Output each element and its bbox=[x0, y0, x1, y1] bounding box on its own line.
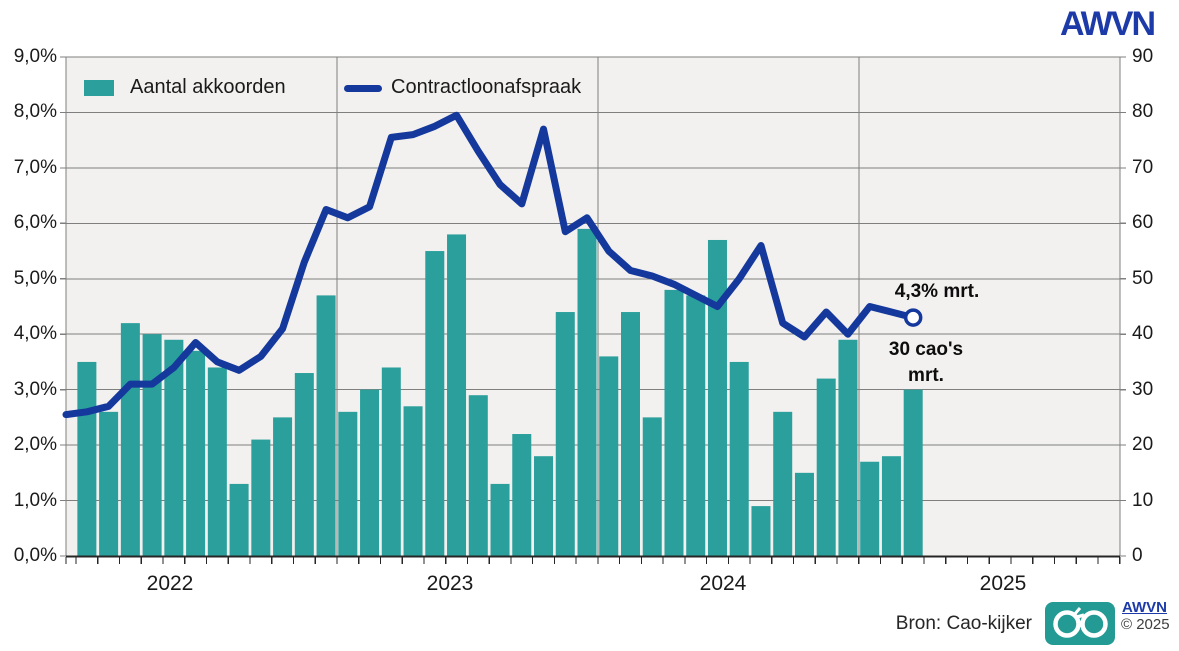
legend-swatch-line bbox=[344, 85, 382, 92]
right-axis-tick-label: 60 bbox=[1132, 212, 1154, 234]
bar-jan-24 bbox=[599, 356, 619, 556]
bar-jan-23 bbox=[338, 411, 358, 556]
bar-dec-23 bbox=[577, 228, 597, 556]
right-axis-tick-label: 90 bbox=[1132, 46, 1154, 67]
legend-label-aantal-akkoorden: Aantal akkoorden bbox=[130, 76, 286, 98]
bar-okt-23 bbox=[534, 456, 554, 556]
bar-dec-24 bbox=[838, 339, 858, 556]
footer-copyright: © 2025 bbox=[1121, 616, 1170, 633]
bar-mrt-25 bbox=[903, 389, 923, 556]
left-axis-tick-label: 9,0% bbox=[13, 46, 57, 67]
bar-jun-23 bbox=[447, 234, 467, 556]
bar-okt-22 bbox=[273, 417, 293, 556]
left-axis-tick-label: 1,0% bbox=[13, 489, 57, 511]
annotation-bar-end-line1: 30 cao's bbox=[888, 339, 964, 360]
bar-mei-23 bbox=[425, 251, 445, 557]
left-axis-tick-label: 2,0% bbox=[13, 434, 57, 456]
bar-feb-25 bbox=[881, 456, 901, 556]
bar-apr-23 bbox=[403, 406, 423, 556]
left-axis-tick-label: 6,0% bbox=[13, 212, 57, 234]
right-axis-tick-label: 20 bbox=[1132, 434, 1154, 456]
right-axis-tick-label: 10 bbox=[1132, 489, 1154, 511]
right-axis-tick-label: 70 bbox=[1132, 156, 1154, 178]
bar-nov-24 bbox=[816, 378, 836, 556]
right-axis-tick-label: 30 bbox=[1132, 378, 1154, 400]
right-axis-tick-label: 80 bbox=[1132, 101, 1154, 123]
annotation-bar-end-line2: mrt. bbox=[908, 365, 944, 386]
legend-label-contractloonafspraak: Contractloonafspraak bbox=[391, 76, 582, 98]
bar-nov-23 bbox=[555, 312, 575, 556]
left-axis-tick-label: 4,0% bbox=[13, 323, 57, 345]
annotation-line-end: 4,3% mrt. bbox=[894, 281, 980, 302]
bar-aug-23 bbox=[490, 483, 510, 556]
annotation-bar-end: 30 cao's mrt. bbox=[861, 337, 991, 389]
right-axis-tick-label: 50 bbox=[1132, 267, 1154, 289]
year-label-2025: 2025 bbox=[979, 572, 1027, 595]
bar-mrt-22 bbox=[120, 323, 140, 556]
bar-jul-23 bbox=[468, 395, 488, 556]
bar-sep-23 bbox=[512, 434, 532, 556]
left-axis-tick-label: 0,0% bbox=[13, 545, 57, 566]
bar-jul-22 bbox=[207, 367, 227, 556]
bar-sep-24 bbox=[773, 411, 793, 556]
bar-jun-22 bbox=[186, 350, 206, 556]
year-label-2023: 2023 bbox=[426, 572, 474, 595]
left-axis-tick-label: 7,0% bbox=[13, 156, 57, 178]
right-axis-tick-label: 40 bbox=[1132, 323, 1154, 345]
glasses-icon bbox=[1045, 602, 1115, 645]
source-label: Bron: Cao-kijker bbox=[895, 613, 1032, 634]
bar-jan-25 bbox=[860, 461, 880, 556]
bar-nov-22 bbox=[294, 373, 314, 556]
bar-feb-22 bbox=[99, 411, 119, 556]
bar-jun-24 bbox=[707, 239, 727, 556]
year-label-2024: 2024 bbox=[699, 572, 747, 595]
bar-apr-24 bbox=[664, 289, 684, 556]
bar-sep-22 bbox=[251, 439, 271, 556]
footer-awvn-brand: AWVN bbox=[1122, 599, 1167, 616]
bar-apr-22 bbox=[142, 334, 162, 556]
left-axis-tick-label: 3,0% bbox=[13, 378, 57, 400]
bar-jan-22 bbox=[77, 361, 97, 556]
bar-feb-23 bbox=[360, 389, 380, 556]
contractloonafspraak-line bbox=[62, 111, 917, 419]
bar-mrt-23 bbox=[381, 367, 401, 556]
bar-jul-24 bbox=[729, 361, 749, 556]
left-axis-tick-label: 5,0% bbox=[13, 267, 57, 289]
bar-mei-22 bbox=[164, 339, 184, 556]
bar-dec-22 bbox=[316, 295, 336, 556]
bar-feb-24 bbox=[620, 312, 640, 556]
legend-swatch-bar bbox=[84, 80, 114, 96]
bar-mrt-24 bbox=[642, 417, 662, 556]
bar-okt-24 bbox=[794, 472, 814, 556]
bar-aug-22 bbox=[229, 483, 249, 556]
left-axis-tick-label: 8,0% bbox=[13, 101, 57, 123]
year-label-2022: 2022 bbox=[146, 572, 194, 595]
bar-aug-24 bbox=[751, 506, 771, 556]
line-end-marker bbox=[903, 308, 923, 327]
bar-mei-24 bbox=[686, 295, 706, 556]
awvn-logo: AWVN bbox=[1060, 5, 1156, 43]
right-axis-tick-label: 0 bbox=[1132, 545, 1143, 566]
